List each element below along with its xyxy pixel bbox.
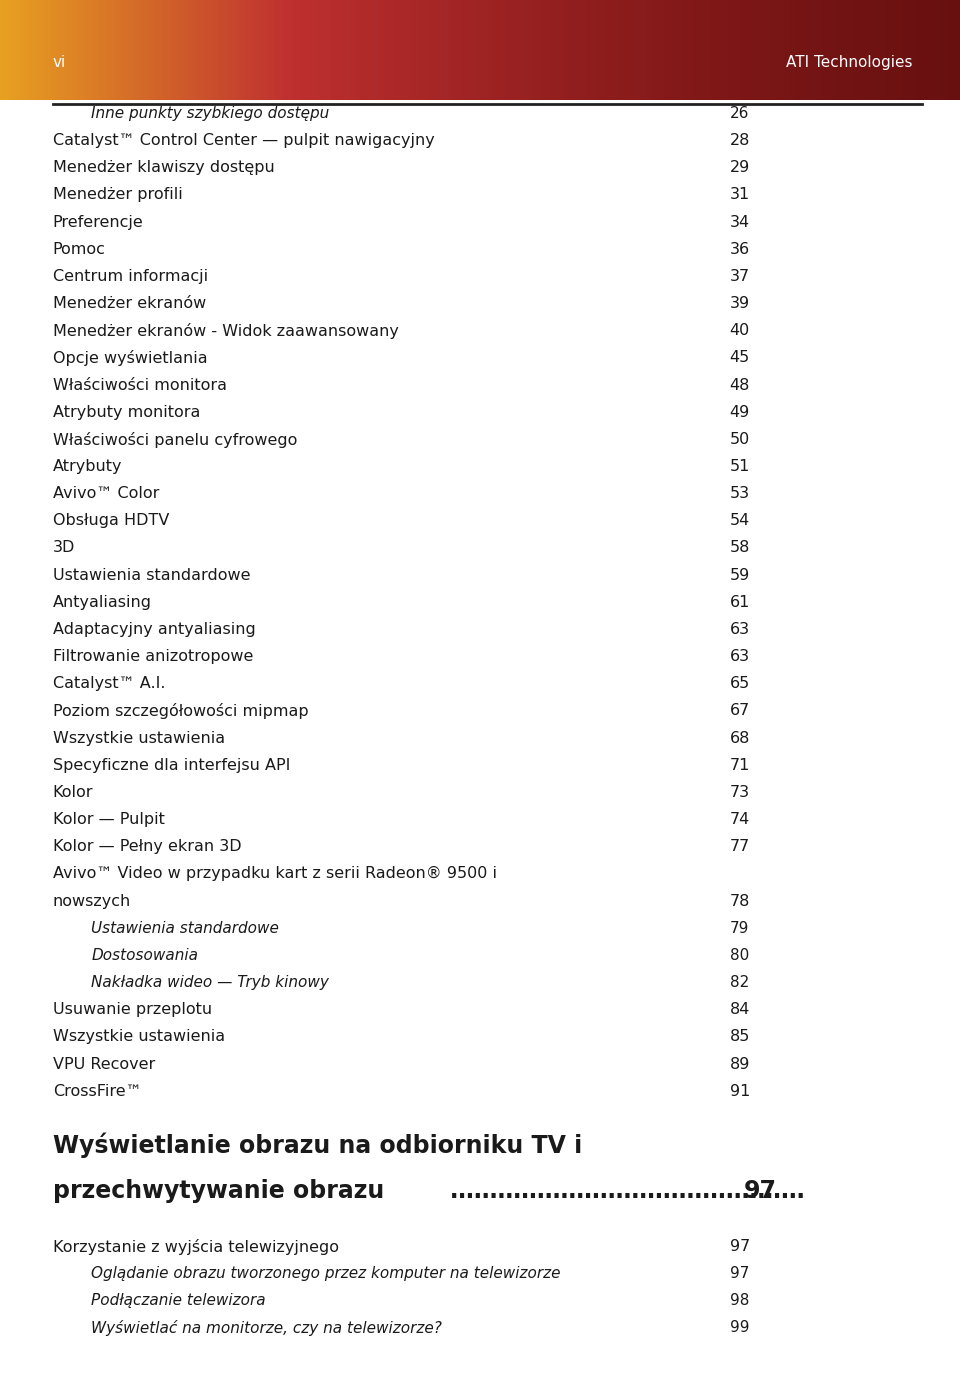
Text: Avivo™ Color: Avivo™ Color	[53, 486, 159, 501]
Text: 97: 97	[744, 1178, 777, 1202]
Text: 53: 53	[730, 486, 750, 501]
Text: 58: 58	[730, 540, 750, 556]
Text: Preferencje: Preferencje	[53, 215, 144, 230]
Text: 3D: 3D	[53, 540, 75, 556]
Text: Kolor — Pełny ekran 3D: Kolor — Pełny ekran 3D	[53, 839, 241, 854]
Text: Oglądanie obrazu tworzonego przez komputer na telewizorze: Oglądanie obrazu tworzonego przez komput…	[91, 1266, 561, 1280]
Text: Nakładka wideo — Tryb kinowy: Nakładka wideo — Tryb kinowy	[91, 975, 329, 990]
Text: Dostosowania: Dostosowania	[91, 947, 198, 963]
Text: 78: 78	[730, 893, 750, 908]
Text: Adaptacyjny antyaliasing: Adaptacyjny antyaliasing	[53, 621, 255, 637]
Text: Pomoc: Pomoc	[53, 241, 106, 256]
Text: 82: 82	[730, 975, 749, 990]
Text: 73: 73	[730, 784, 750, 800]
Text: CrossFire™: CrossFire™	[53, 1084, 141, 1099]
Text: Kolor: Kolor	[53, 784, 93, 800]
Text: ………………………………………: ………………………………………	[442, 1178, 804, 1202]
Text: Avivo™ Video w przypadku kart z serii Radeon® 9500 i: Avivo™ Video w przypadku kart z serii Ra…	[53, 866, 497, 882]
Text: 79: 79	[730, 921, 749, 936]
Text: 63: 63	[730, 649, 750, 664]
Text: Antyaliasing: Antyaliasing	[53, 595, 152, 610]
Text: 48: 48	[730, 378, 750, 393]
Text: 71: 71	[730, 758, 750, 773]
Text: 49: 49	[730, 404, 750, 419]
Text: 97: 97	[730, 1266, 749, 1280]
Text: Wszystkie ustawienia: Wszystkie ustawienia	[53, 1029, 225, 1045]
Text: 31: 31	[730, 187, 750, 202]
Text: 54: 54	[730, 513, 750, 528]
Text: 59: 59	[730, 567, 750, 582]
Text: Korzystanie z wyjścia telewizyjnego: Korzystanie z wyjścia telewizyjnego	[53, 1238, 339, 1255]
Text: Właściwości monitora: Właściwości monitora	[53, 378, 227, 393]
Text: 84: 84	[730, 1002, 750, 1017]
Text: Ustawienia standardowe: Ustawienia standardowe	[91, 921, 279, 936]
Text: Filtrowanie anizotropowe: Filtrowanie anizotropowe	[53, 649, 253, 664]
Text: 40: 40	[730, 323, 750, 338]
Text: Menedżer ekranów - Widok zaawansowany: Menedżer ekranów - Widok zaawansowany	[53, 323, 398, 338]
Text: ATI Technologies: ATI Technologies	[785, 56, 912, 70]
Text: 39: 39	[730, 295, 750, 311]
Text: 37: 37	[730, 269, 750, 284]
Text: 65: 65	[730, 676, 750, 691]
Text: 77: 77	[730, 839, 750, 854]
Text: 68: 68	[730, 730, 750, 745]
Text: 97: 97	[730, 1238, 750, 1254]
Text: 36: 36	[730, 241, 750, 256]
Text: Specyficzne dla interfejsu API: Specyficzne dla interfejsu API	[53, 758, 290, 773]
Text: 34: 34	[730, 215, 750, 230]
Text: 61: 61	[730, 595, 750, 610]
Text: 29: 29	[730, 160, 750, 176]
Text: 91: 91	[730, 1084, 750, 1099]
Text: 74: 74	[730, 812, 750, 827]
Text: 89: 89	[730, 1056, 750, 1071]
Text: 98: 98	[730, 1293, 749, 1308]
Text: Wszystkie ustawienia: Wszystkie ustawienia	[53, 730, 225, 745]
Text: vi: vi	[53, 56, 66, 70]
Text: Atrybuty monitora: Atrybuty monitora	[53, 404, 201, 419]
Text: VPU Recover: VPU Recover	[53, 1056, 156, 1071]
Text: Atrybuty: Atrybuty	[53, 458, 122, 474]
Text: 51: 51	[730, 458, 750, 474]
Text: 50: 50	[730, 432, 750, 447]
Text: Opcje wyświetlania: Opcje wyświetlania	[53, 350, 207, 366]
Text: Centrum informacji: Centrum informacji	[53, 269, 208, 284]
Text: 26: 26	[730, 106, 749, 121]
Text: 99: 99	[730, 1321, 749, 1334]
Text: 28: 28	[730, 132, 750, 148]
Text: przechwytywanie obrazu: przechwytywanie obrazu	[53, 1178, 384, 1202]
Text: Kolor — Pulpit: Kolor — Pulpit	[53, 812, 165, 827]
Text: Usuwanie przeplotu: Usuwanie przeplotu	[53, 1002, 212, 1017]
Text: Inne punkty szybkiego dostępu: Inne punkty szybkiego dostępu	[91, 106, 329, 121]
Text: Wyświetlać na monitorze, czy na telewizorze?: Wyświetlać na monitorze, czy na telewizo…	[91, 1321, 442, 1336]
Text: Menedżer profili: Menedżer profili	[53, 187, 182, 202]
Text: Catalyst™ A.I.: Catalyst™ A.I.	[53, 676, 165, 691]
Text: Obsługa HDTV: Obsługa HDTV	[53, 513, 169, 528]
Text: nowszych: nowszych	[53, 893, 132, 908]
Text: 80: 80	[730, 947, 749, 963]
Text: 63: 63	[730, 621, 750, 637]
Text: 67: 67	[730, 703, 750, 719]
Text: Menedżer ekranów: Menedżer ekranów	[53, 295, 206, 311]
Text: Menedżer klawiszy dostępu: Menedżer klawiszy dostępu	[53, 160, 275, 176]
Text: Ustawienia standardowe: Ustawienia standardowe	[53, 567, 251, 582]
Text: 85: 85	[730, 1029, 750, 1045]
Text: Właściwości panelu cyfrowego: Właściwości panelu cyfrowego	[53, 432, 298, 447]
Text: Podłączanie telewizora: Podłączanie telewizora	[91, 1293, 266, 1308]
Text: Catalyst™ Control Center — pulpit nawigacyjny: Catalyst™ Control Center — pulpit nawiga…	[53, 132, 435, 148]
Text: 45: 45	[730, 350, 750, 365]
Text: Poziom szczegółowości mipmap: Poziom szczegółowości mipmap	[53, 703, 308, 719]
Text: Wyświetlanie obrazu na odbiorniku TV i: Wyświetlanie obrazu na odbiorniku TV i	[53, 1133, 582, 1158]
